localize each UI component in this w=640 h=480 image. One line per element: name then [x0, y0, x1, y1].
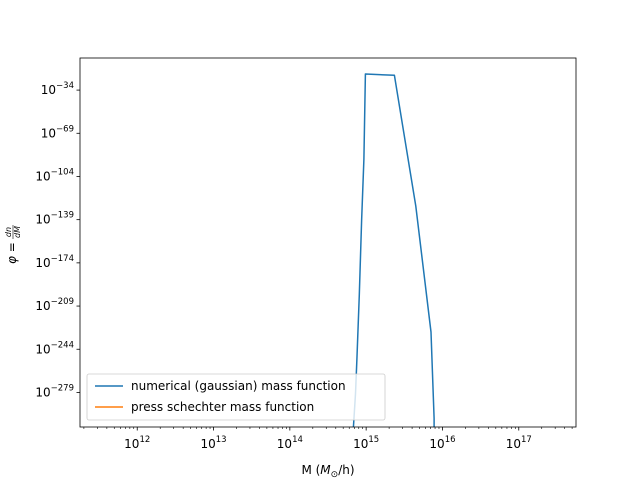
- x-axis: 1012 1013 1014 1015 1016 1017: [83, 427, 573, 451]
- y-tick-base: 10: [35, 385, 50, 399]
- x-tick-label: 1013: [200, 435, 226, 451]
- x-label-subscript: ⊙: [331, 470, 339, 480]
- x-tick-exponent: 15: [368, 435, 379, 445]
- x-tick-label: 1017: [506, 435, 532, 451]
- x-tick-exponent: 16: [445, 435, 456, 445]
- x-tick-exponent: 14: [292, 435, 303, 445]
- y-tick-label: 10−279: [35, 383, 74, 399]
- x-tick-exponent: 13: [216, 435, 227, 445]
- y-axis-label: φ = dn dM: [4, 225, 22, 264]
- y-tick-label: 10−34: [41, 81, 74, 97]
- legend: numerical (gaussian) mass function press…: [86, 373, 386, 421]
- legend-label-press-schechter: press schechter mass function: [131, 400, 314, 414]
- y-label-lhs: φ =: [5, 242, 19, 264]
- x-tick-label: 1016: [429, 435, 455, 451]
- y-tick-label: 10−104: [35, 167, 74, 183]
- series-line-0: [352, 73, 435, 427]
- x-label-symbol: M: [320, 463, 331, 477]
- y-tick-exponent: −34: [56, 81, 74, 91]
- y-tick-exponent: −279: [51, 383, 74, 393]
- series-layer: [352, 73, 435, 427]
- plot-frame: [79, 57, 577, 428]
- y-tick-exponent: −209: [51, 297, 74, 307]
- y-tick-base: 10: [35, 342, 50, 356]
- y-tick-label: 10−139: [35, 211, 74, 227]
- x-tick-exponent: 12: [139, 435, 150, 445]
- x-tick-label: 1012: [124, 435, 150, 451]
- y-label-denominator: dM: [13, 226, 22, 238]
- x-axis-label: M (M⊙/h): [301, 463, 354, 480]
- legend-box: [86, 373, 386, 421]
- x-tick-base: 10: [429, 437, 444, 451]
- y-tick-exponent: −104: [51, 167, 74, 177]
- y-tick-label: 10−244: [35, 340, 74, 356]
- y-tick-exponent: −174: [51, 254, 74, 264]
- y-tick-label: 10−69: [41, 124, 74, 140]
- x-tick-base: 10: [277, 437, 292, 451]
- x-tick-base: 10: [506, 437, 521, 451]
- y-tick-exponent: −244: [51, 340, 74, 350]
- x-tick-label: 1014: [277, 435, 303, 451]
- y-tick-exponent: −139: [51, 211, 74, 221]
- y-tick-base: 10: [35, 299, 50, 313]
- y-tick-label: 10−174: [35, 254, 74, 270]
- x-label-prefix: M (: [301, 463, 320, 477]
- y-axis: 10−3410−6910−10410−13910−17410−20910−244…: [35, 81, 80, 399]
- x-tick-exponent: 17: [521, 435, 532, 445]
- y-tick-label: 10−209: [35, 297, 74, 313]
- y-tick-base: 10: [35, 169, 50, 183]
- y-tick-base: 10: [41, 126, 56, 140]
- x-label-suffix: /h): [338, 463, 354, 477]
- x-tick-base: 10: [200, 437, 215, 451]
- x-tick-label: 1015: [353, 435, 379, 451]
- y-tick-exponent: −69: [56, 124, 74, 134]
- y-tick-base: 10: [35, 213, 50, 227]
- y-tick-base: 10: [41, 83, 56, 97]
- y-label-numerator: dn: [4, 227, 13, 237]
- legend-label-numerical: numerical (gaussian) mass function: [131, 379, 346, 393]
- x-tick-base: 10: [353, 437, 368, 451]
- x-tick-base: 10: [124, 437, 139, 451]
- y-tick-base: 10: [35, 256, 50, 270]
